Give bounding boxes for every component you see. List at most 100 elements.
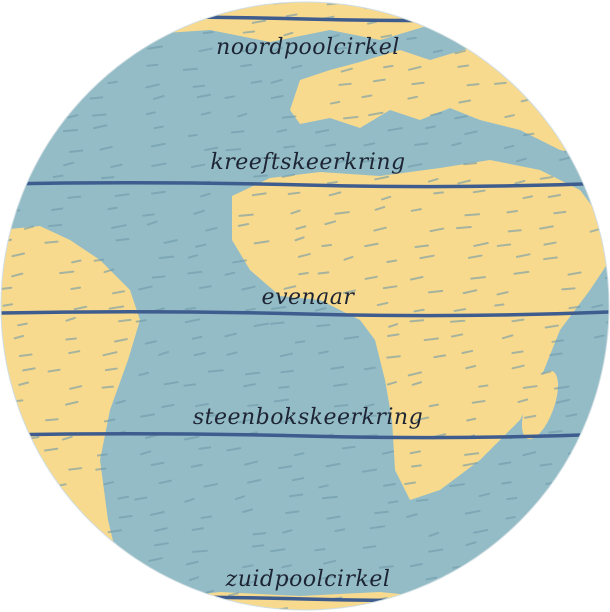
wave-stroke	[51, 561, 68, 566]
wave-stroke	[142, 213, 155, 217]
wave-stroke	[408, 65, 422, 71]
wave-stroke	[473, 528, 489, 534]
wave-stroke	[386, 381, 397, 386]
wave-stroke	[605, 545, 609, 551]
wave-stroke	[585, 447, 601, 451]
wave-stroke	[199, 2, 213, 3]
wave-stroke	[242, 30, 256, 34]
wave-stroke	[205, 227, 218, 232]
wave-stroke	[554, 605, 571, 610]
wave-stroke	[247, 478, 262, 484]
wave-stroke	[117, 495, 130, 500]
wave-stroke	[369, 525, 386, 530]
wave-stroke	[244, 460, 259, 466]
wave-stroke	[186, 605, 199, 610]
wave-stroke	[71, 259, 82, 264]
wave-stroke	[449, 483, 465, 488]
wave-stroke	[554, 527, 565, 531]
wave-stroke	[333, 404, 349, 408]
wave-stroke	[407, 371, 423, 377]
wave-stroke	[15, 177, 31, 182]
wave-stroke	[587, 158, 601, 164]
wave-stroke	[190, 463, 203, 468]
wave-stroke	[589, 227, 602, 233]
wave-stroke	[372, 78, 386, 83]
wave-stroke	[383, 64, 394, 69]
wave-stroke	[428, 548, 444, 553]
wave-stroke	[433, 354, 447, 359]
wave-stroke	[450, 333, 464, 338]
wave-stroke	[147, 45, 164, 50]
wave-stroke	[364, 275, 378, 280]
wave-stroke	[381, 450, 395, 455]
wave-stroke	[66, 511, 77, 516]
wave-stroke	[283, 145, 296, 149]
wave-stroke	[411, 464, 422, 468]
wave-stroke	[187, 133, 198, 137]
wave-stroke	[314, 548, 326, 552]
wave-stroke	[427, 289, 444, 294]
wave-stroke	[92, 113, 107, 117]
wave-stroke	[24, 594, 36, 599]
wave-stroke	[278, 385, 290, 389]
wave-stroke	[464, 592, 481, 598]
wave-stroke	[6, 132, 18, 137]
latitude-label: steenbokskeerkring	[193, 405, 423, 430]
wave-stroke	[70, 286, 82, 291]
wave-stroke	[250, 80, 263, 84]
wave-stroke	[451, 142, 462, 147]
wave-stroke	[425, 125, 436, 130]
wave-stroke	[253, 174, 269, 178]
wave-stroke	[334, 528, 346, 533]
wave-stroke	[470, 276, 486, 280]
wave-stroke	[567, 271, 582, 276]
wave-stroke	[429, 227, 445, 233]
wave-stroke	[293, 452, 305, 457]
wave-stroke	[340, 67, 353, 73]
wave-stroke	[52, 174, 64, 178]
wave-stroke	[565, 413, 578, 418]
wave-stroke	[461, 349, 474, 354]
wave-stroke	[365, 50, 377, 54]
wave-stroke	[234, 495, 246, 501]
wave-stroke	[501, 4, 514, 9]
wave-stroke	[318, 484, 329, 489]
wave-stroke	[464, 130, 478, 136]
wave-stroke	[243, 383, 256, 388]
wave-stroke	[115, 237, 130, 242]
wave-stroke	[163, 239, 178, 244]
wave-stroke	[513, 270, 530, 275]
wave-stroke	[478, 492, 491, 498]
wave-stroke	[382, 285, 398, 290]
wave-stroke	[407, 95, 418, 100]
wave-stroke	[508, 532, 522, 537]
wave-stroke	[322, 559, 337, 565]
latitude-label: evenaar	[262, 285, 356, 310]
wave-stroke	[60, 605, 77, 610]
wave-stroke	[253, 156, 264, 162]
wave-stroke	[151, 162, 167, 168]
wave-stroke	[295, 225, 307, 230]
wave-stroke	[511, 575, 528, 581]
wave-stroke	[317, 271, 330, 275]
wave-stroke	[18, 381, 30, 386]
wave-stroke	[326, 515, 341, 520]
wave-stroke	[112, 290, 126, 295]
wave-stroke	[44, 240, 59, 244]
wave-stroke	[269, 321, 285, 325]
wave-stroke	[553, 385, 570, 390]
wave-stroke	[282, 529, 293, 534]
wave-stroke	[206, 413, 219, 418]
wave-stroke	[68, 467, 83, 471]
wave-stroke	[501, 481, 512, 485]
wave-stroke	[185, 560, 199, 566]
wave-stroke	[194, 403, 209, 408]
wave-stroke	[281, 564, 293, 569]
wave-stroke	[553, 559, 567, 565]
wave-stroke	[252, 532, 267, 536]
wave-stroke	[584, 498, 598, 502]
wave-stroke	[496, 243, 512, 247]
wave-stroke	[380, 34, 393, 39]
wave-stroke	[515, 157, 527, 163]
wave-stroke	[107, 206, 118, 211]
